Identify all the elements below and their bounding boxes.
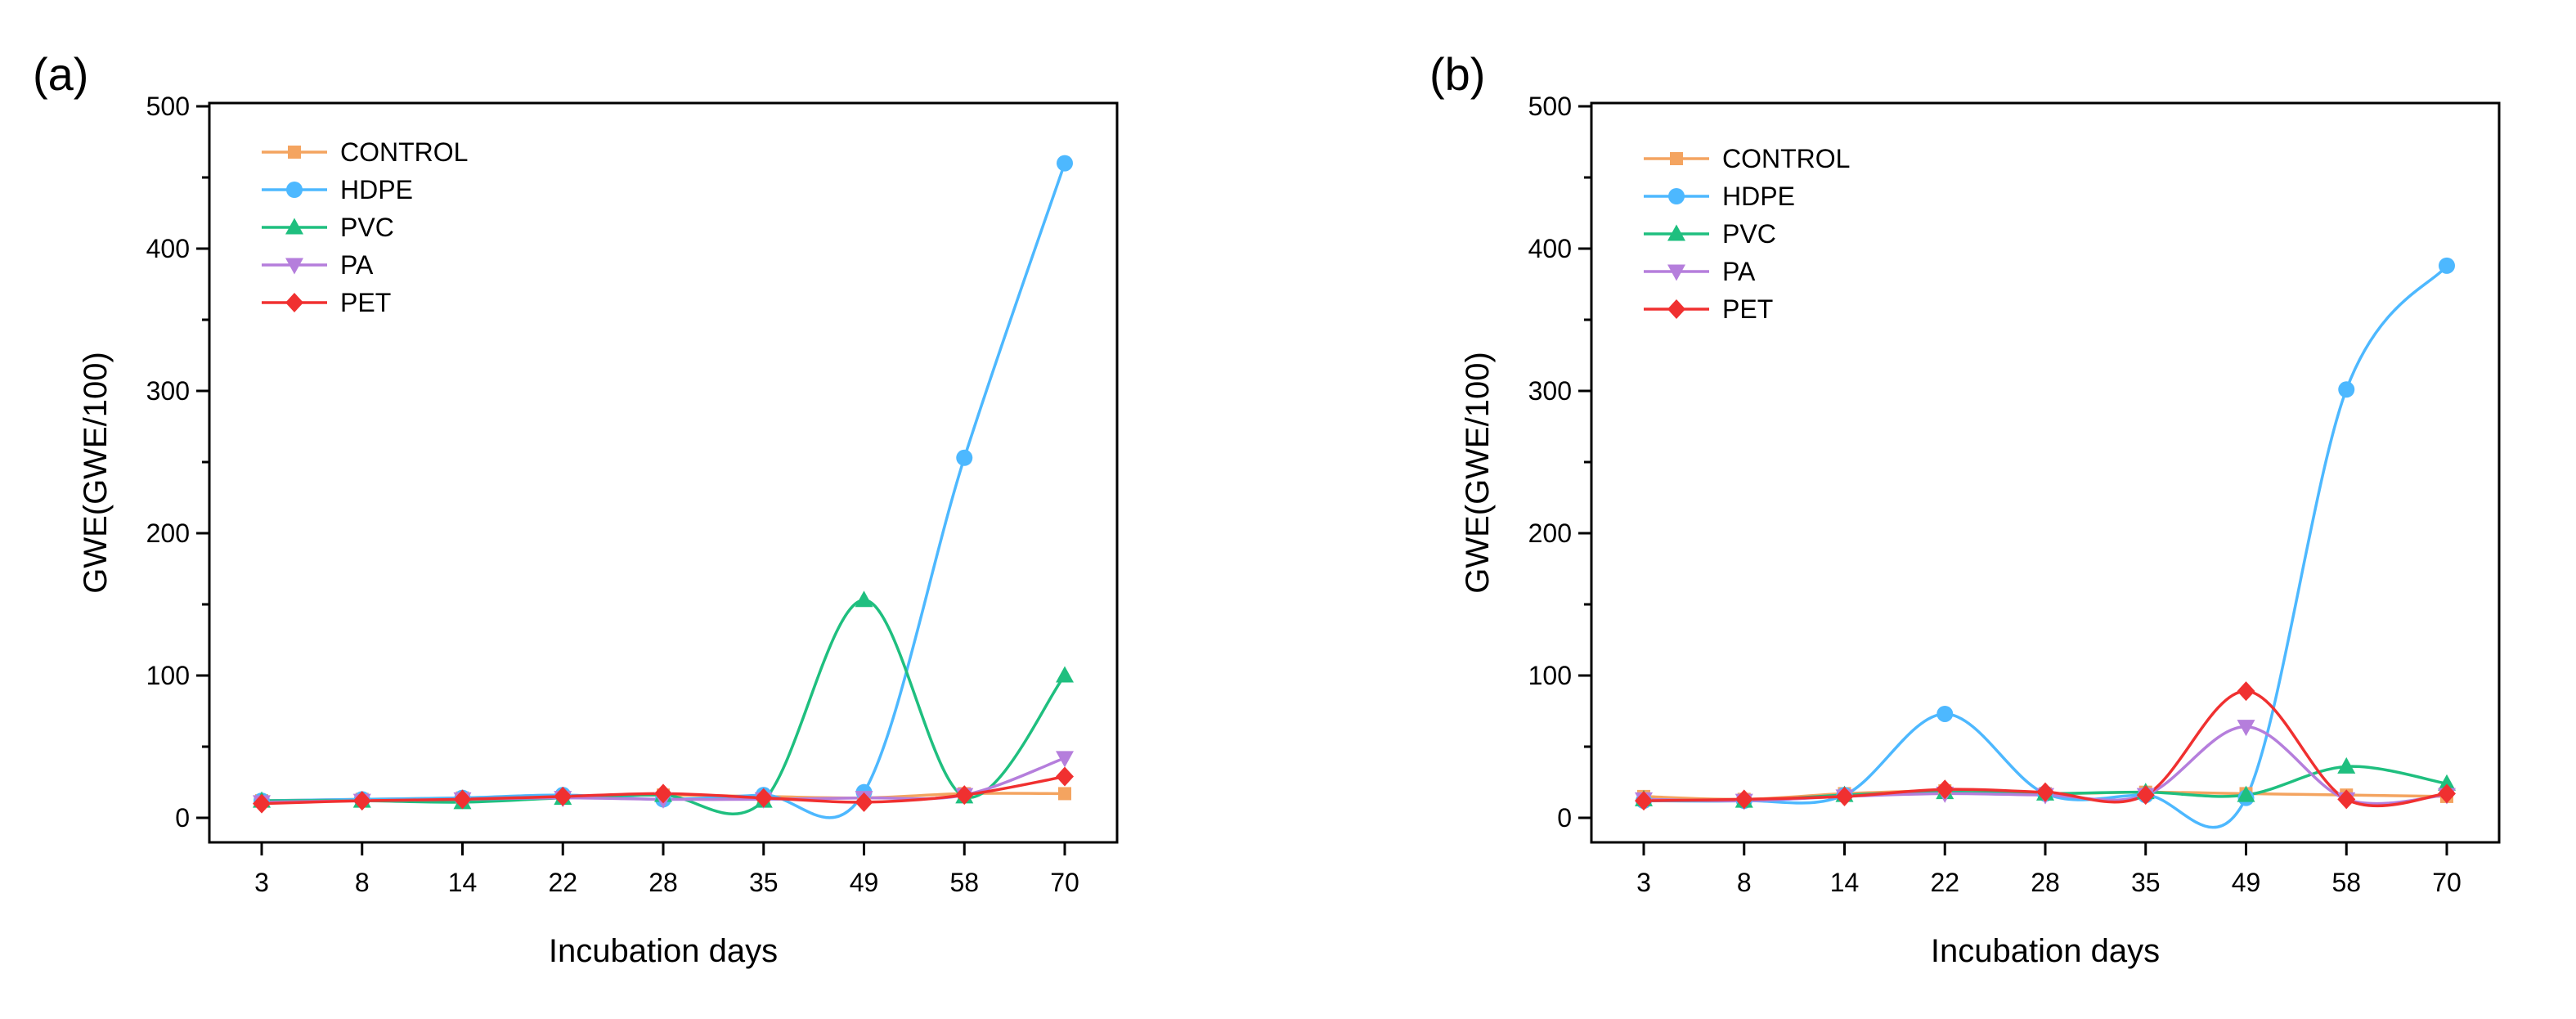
y-tick-label: 400 [1528, 234, 1572, 263]
data-point-pvc [2438, 774, 2456, 791]
data-point-pet [554, 786, 572, 806]
data-point-pet [754, 788, 773, 808]
legend-marker-control [1670, 152, 1683, 165]
data-point-control [1058, 787, 1071, 801]
data-point-pet [1735, 789, 1753, 810]
panel-b: (b) 0 100 200 300 400 500 3 8 14 22 28 35 49 58 70 Incub… [1429, 48, 2501, 969]
y-axis-title: GWE(GWE/100) [1460, 352, 1496, 594]
x-tick-label: 70 [2432, 868, 2462, 897]
x-axis-title: Incubation days [1931, 933, 2160, 969]
series-line-pet [1643, 689, 2448, 808]
legend-label-pvc: PVC [1722, 219, 1776, 249]
legend-label-pa: PA [1722, 257, 1756, 286]
legend-label-control: CONTROL [340, 137, 468, 167]
data-point-pet [253, 793, 271, 814]
x-tick-label: 22 [1930, 868, 1959, 897]
data-point-pa [1056, 751, 1074, 768]
y-tick-label: 500 [146, 92, 190, 121]
data-point-pet [2337, 789, 2356, 810]
data-point-pvc [855, 590, 873, 608]
data-point-pet [955, 785, 974, 806]
legend-label-pa: PA [340, 250, 374, 280]
y-tick-label: 200 [1528, 518, 1572, 548]
panel-a: (a) 0 100 200 300 400 500 3 8 14 22 28 35 49 58 70 Incub… [33, 48, 1119, 969]
legend-marker-control [288, 146, 301, 159]
legend-label-pet: PET [1722, 294, 1773, 324]
data-point-pet [1936, 779, 1954, 800]
data-point-pet [2438, 783, 2456, 804]
y-tick-label: 300 [146, 376, 190, 406]
y-tick-label: 500 [1528, 92, 1572, 121]
legend-marker-pet [285, 293, 303, 312]
x-tick-label: 28 [2031, 868, 2060, 897]
y-tick-label: 300 [1528, 376, 1572, 406]
series-line-hdpe [261, 163, 1066, 819]
legend-label-hdpe: HDPE [1722, 182, 1795, 211]
x-tick-label: 14 [1830, 868, 1860, 897]
y-tick-label: 400 [146, 234, 190, 263]
data-point-hdpe [2439, 257, 2455, 274]
x-tick-label: 22 [548, 868, 577, 897]
y-tick-label: 0 [175, 803, 190, 833]
x-tick-label: 70 [1050, 868, 1079, 897]
legend-marker-pvc [1667, 224, 1685, 241]
data-point-pet [2237, 681, 2255, 702]
legend-label-pvc: PVC [340, 213, 394, 242]
series-line-pvc [261, 599, 1066, 815]
legend-label-hdpe: HDPE [340, 175, 413, 204]
legend-label-control: CONTROL [1722, 144, 1850, 173]
legend-marker-pa [1667, 264, 1685, 281]
data-point-pet [1835, 786, 1854, 806]
legend-marker-pet [1667, 299, 1685, 319]
data-point-hdpe [1936, 705, 1954, 722]
data-point-pet [654, 783, 672, 804]
x-tick-label: 49 [2232, 868, 2261, 897]
data-point-pvc [2237, 785, 2255, 802]
data-point-hdpe [956, 449, 973, 466]
data-point-pet [855, 792, 873, 812]
y-tick-label: 100 [1528, 661, 1572, 690]
x-tick-label: 8 [355, 868, 370, 897]
legend-marker-pa [285, 258, 303, 275]
data-point-hdpe [2338, 381, 2355, 398]
y-tick-label: 0 [1557, 803, 1572, 833]
panel-label: (b) [1429, 48, 1485, 100]
data-point-pa [2237, 720, 2255, 737]
data-point-pvc [2337, 756, 2356, 774]
legend-label-pet: PET [340, 288, 391, 317]
plot-frame [1590, 101, 2501, 844]
data-point-hdpe [1057, 155, 1073, 172]
x-tick-label: 14 [448, 868, 478, 897]
x-tick-label: 58 [949, 868, 979, 897]
data-point-pet [2136, 785, 2155, 806]
panel-label: (a) [33, 48, 88, 100]
x-tick-label: 3 [254, 868, 269, 897]
y-tick-label: 100 [146, 661, 190, 690]
legend-marker-hdpe [286, 182, 303, 198]
data-point-pet [352, 791, 371, 811]
x-axis-title: Incubation days [549, 933, 778, 969]
data-point-pvc [1056, 666, 1074, 683]
data-point-pet [1635, 791, 1653, 811]
legend-marker-hdpe [1668, 188, 1685, 204]
data-point-pet [453, 789, 472, 810]
y-tick-label: 200 [146, 518, 190, 548]
data-point-pet [1056, 766, 1074, 787]
x-tick-label: 3 [1636, 868, 1651, 897]
x-tick-label: 28 [648, 868, 678, 897]
y-axis-title: GWE(GWE/100) [78, 352, 114, 594]
x-tick-label: 35 [749, 868, 779, 897]
x-tick-label: 8 [1737, 868, 1752, 897]
legend-marker-pvc [285, 218, 303, 235]
data-point-pet [2036, 782, 2054, 802]
x-tick-label: 35 [2131, 868, 2161, 897]
series-line-hdpe [1643, 264, 2448, 829]
x-tick-label: 58 [2331, 868, 2361, 897]
x-tick-label: 49 [850, 868, 879, 897]
